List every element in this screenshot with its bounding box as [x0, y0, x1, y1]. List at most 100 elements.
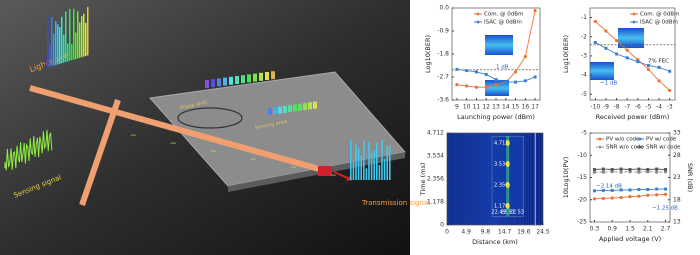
inset-y-label: 3.534 [494, 162, 508, 168]
data-point [646, 64, 650, 67]
data-point [625, 56, 629, 60]
spectrum-bar [67, 43, 69, 62]
board-block [265, 72, 269, 80]
x-tick-label: 9.8 [481, 229, 491, 236]
x-tick-label: 0.3 [590, 226, 600, 233]
data-point [455, 67, 459, 71]
y-axis-label: 10Log10(PV) [562, 157, 570, 199]
data-point [592, 170, 597, 174]
data-point [636, 60, 640, 64]
board-block [247, 74, 251, 83]
annotation: 1 dB [496, 65, 509, 71]
y-tick-label: 0.0 [439, 5, 449, 12]
y-tick-label: -4 [581, 72, 587, 79]
sensing-waveform [4, 129, 53, 171]
data-point [628, 188, 632, 192]
event-spot [505, 161, 510, 168]
data-point [465, 69, 469, 73]
fiber-branch [79, 99, 121, 206]
data-point [592, 197, 597, 201]
x-tick-label: 2.7 [661, 226, 671, 233]
transmission-bar [389, 146, 391, 180]
eye-diagram [590, 62, 614, 80]
spectrum-bar [79, 22, 81, 58]
x-axis-label: Launching power (dBm) [457, 113, 535, 121]
legend-marker [638, 137, 642, 141]
illustration-label: Transmission signal [361, 199, 430, 207]
transmission-bar [368, 141, 370, 180]
legend-marker [632, 20, 636, 24]
annotation: ~1 dB [600, 81, 617, 87]
data-point [615, 52, 619, 56]
x-tick-label: -6 [635, 104, 641, 111]
spectrum-bar [59, 27, 61, 64]
legend-marker [476, 12, 480, 16]
data-point [592, 167, 596, 171]
transmission-bar [381, 140, 383, 180]
data-point [484, 85, 488, 89]
inset-y-label: 2.356 [494, 182, 508, 188]
data-point [484, 72, 488, 76]
x-tick-label: -7 [624, 104, 630, 111]
x-tick-label: 19.6 [517, 229, 531, 236]
board-block [278, 106, 282, 114]
data-point [514, 80, 518, 84]
board-block [308, 102, 312, 110]
data-point [474, 85, 479, 89]
data-point [533, 8, 537, 13]
board-block [223, 77, 227, 86]
legend-label: Com. @ 0dBm [484, 12, 523, 18]
x-axis-label: Distance (km) [472, 238, 518, 246]
data-point [637, 170, 641, 174]
x-tick-label: 4.9 [461, 229, 471, 236]
event-spot [505, 181, 510, 188]
legend-label: PV w/ code [646, 137, 677, 143]
spectrum-bar [57, 24, 59, 65]
transmission-bar [376, 142, 378, 180]
data-point [601, 196, 605, 201]
y-tick-label: -2 [581, 33, 587, 40]
y2-tick-label: 13 [673, 219, 681, 226]
board-block [217, 78, 221, 87]
plot-frame [589, 7, 676, 101]
spectrum-bar [75, 32, 77, 59]
x-tick-label: 12 [482, 104, 490, 111]
x-tick-label: 2.1 [643, 226, 653, 233]
data-point [474, 70, 478, 74]
transmission-bar [383, 158, 386, 180]
data-point [657, 65, 661, 69]
eye-diagram [485, 80, 509, 96]
data-point [604, 29, 608, 33]
x-tick-label: 17 [531, 104, 539, 111]
data-point [637, 188, 641, 192]
x-tick-label: -5 [645, 104, 651, 111]
y-axis-label: Time (ms) [419, 163, 427, 197]
data-point [533, 75, 537, 79]
spectrum-bar [83, 13, 85, 57]
transmission-bar [365, 168, 368, 180]
data-point [646, 167, 650, 171]
spectrum-bar [71, 43, 73, 61]
data-point [504, 80, 508, 84]
data-point [668, 69, 672, 73]
annotation: 7% FEC [648, 59, 669, 65]
inset-y-label: 1.178 [494, 203, 508, 209]
series-line [595, 21, 670, 91]
board-block [253, 73, 257, 82]
data-point [592, 189, 596, 193]
x-tick-label: 15 [512, 104, 520, 111]
x-tick-label: 10 [463, 104, 471, 111]
transmission-bar [360, 155, 362, 180]
x-tick-label: -3 [667, 104, 673, 111]
board-block [298, 103, 302, 111]
board-label: Phase shift [179, 100, 207, 112]
spectrum-bar [65, 11, 67, 62]
y2-tick-label: 33 [673, 130, 681, 137]
annotation: ~1.25 dB [652, 206, 678, 212]
board-block [303, 103, 307, 111]
x-tick-label: -8 [614, 104, 620, 111]
spectrum-bar [73, 8, 75, 60]
wave-glyph: ~ [210, 147, 217, 156]
data-point [637, 194, 641, 198]
